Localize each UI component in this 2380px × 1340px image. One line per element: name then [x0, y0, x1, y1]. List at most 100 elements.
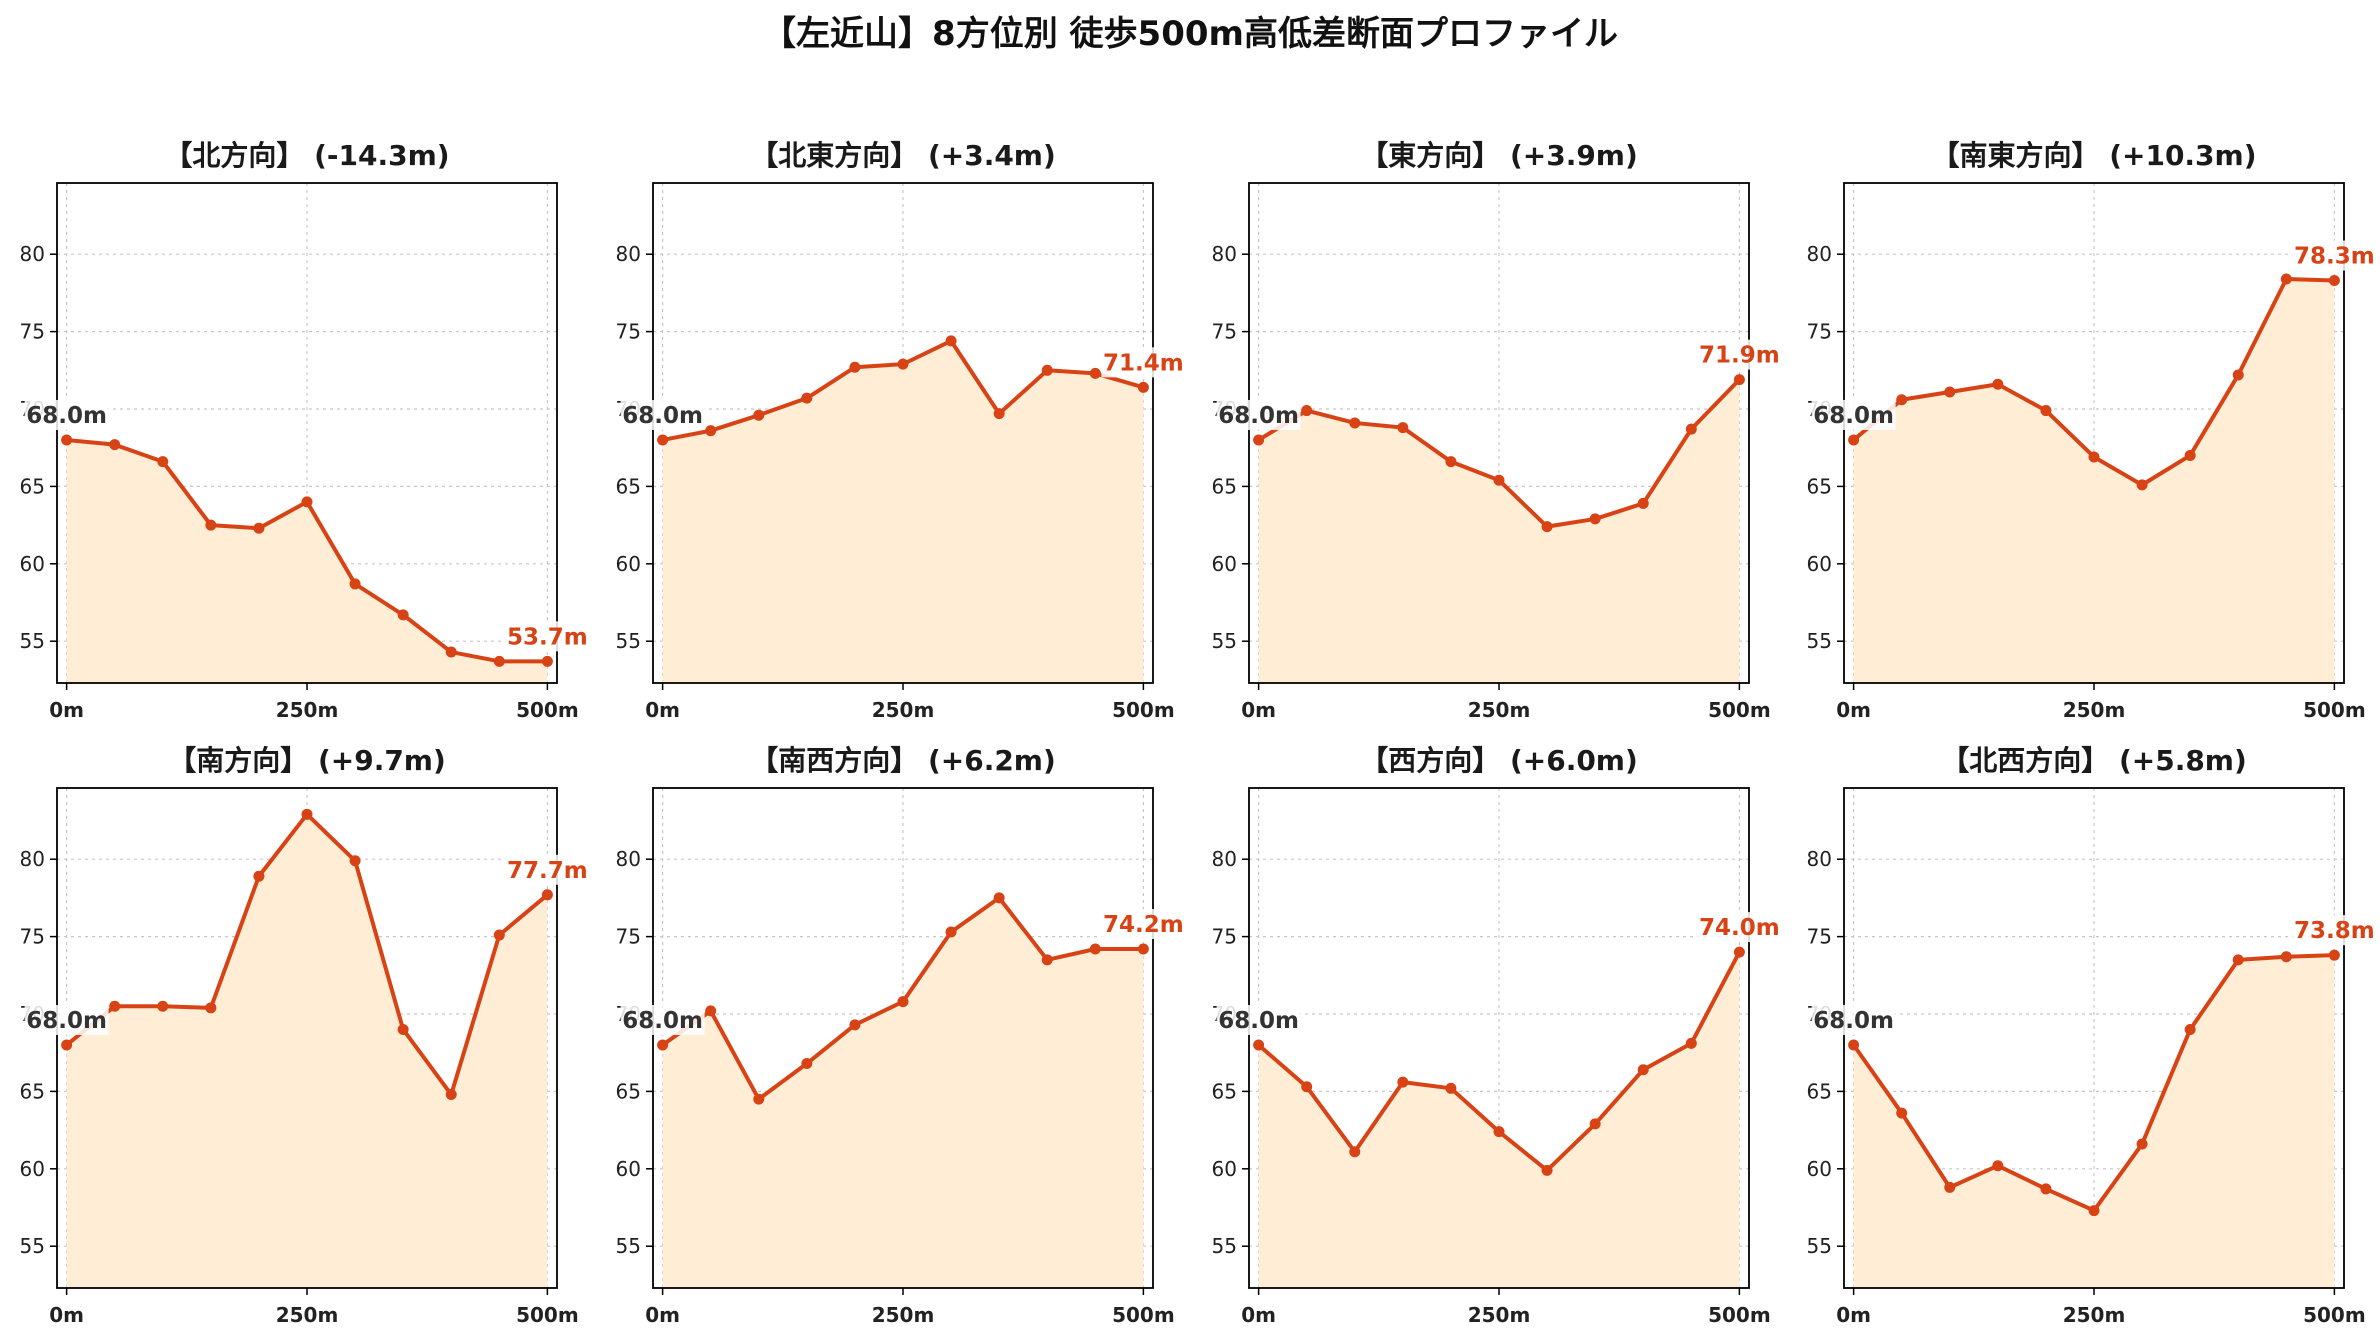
y-tick-label: 75: [20, 925, 45, 949]
y-tick-label: 80: [1807, 847, 1832, 871]
y-tick-label: 55: [1212, 1234, 1237, 1258]
data-point: [157, 1000, 169, 1012]
start-label: 68.0m: [622, 403, 703, 429]
x-tick-label: 250m: [1468, 1303, 1531, 1327]
data-point: [541, 889, 553, 901]
start-label: 68.0m: [1218, 403, 1299, 429]
y-tick-label: 65: [1212, 474, 1237, 498]
panel-west: 5560657075800m250m500m【西方向】 (+6.0m)68.0m…: [1212, 744, 1782, 1327]
data-point: [1493, 474, 1505, 486]
x-tick-label: 500m: [1708, 698, 1771, 722]
data-point: [849, 1019, 861, 1031]
start-label-bg: [1216, 399, 1301, 430]
data-point: [1589, 1118, 1601, 1130]
end-label: 71.9m: [1699, 343, 1780, 369]
data-point: [2040, 405, 2052, 417]
x-tick-label: 0m: [1241, 1303, 1276, 1327]
area-fill: [1853, 278, 2335, 683]
data-point: [493, 655, 505, 667]
panel-east: 5560657075800m250m500m【東方向】 (+3.9m)68.0m…: [1212, 139, 1782, 722]
data-point: [2136, 479, 2148, 491]
start-label-bg: [1216, 1004, 1301, 1035]
figure-title: 【左近山】8方位別 徒歩500m高低差断面プロファイル: [762, 14, 1618, 54]
data-point: [705, 1005, 717, 1017]
y-tick-label: 75: [1807, 320, 1832, 344]
data-point: [705, 425, 717, 437]
data-point: [1445, 1082, 1457, 1094]
area-fill: [1258, 952, 1740, 1288]
data-point: [1541, 1164, 1553, 1176]
start-label: 68.0m: [1813, 1008, 1894, 1034]
y-tick-label: 75: [616, 925, 641, 949]
panel-title: 【北東方向】 (+3.4m): [750, 139, 1056, 172]
data-point: [801, 1058, 813, 1070]
data-point: [493, 929, 505, 941]
data-point: [109, 1000, 121, 1012]
data-point: [801, 392, 813, 404]
data-point: [1089, 943, 1101, 955]
data-point: [897, 996, 909, 1008]
start-label-bg: [620, 1004, 705, 1035]
x-tick-label: 500m: [1112, 698, 1175, 722]
y-tick-label: 55: [1807, 629, 1832, 653]
data-point: [349, 578, 361, 590]
data-point: [2088, 1205, 2100, 1217]
data-point: [753, 409, 765, 421]
x-tick-label: 0m: [49, 1303, 84, 1327]
start-label: 68.0m: [1813, 403, 1894, 429]
y-tick-label: 80: [20, 847, 45, 871]
panel-northeast: 5560657075800m250m500m【北東方向】 (+3.4m)68.0…: [616, 139, 1186, 722]
panel-title: 【西方向】 (+6.0m): [1360, 744, 1638, 777]
y-tick-label: 75: [20, 320, 45, 344]
data-point: [2280, 951, 2292, 963]
y-tick-label: 60: [20, 1157, 45, 1181]
data-point: [897, 358, 909, 370]
data-point: [1685, 1037, 1697, 1049]
data-point: [1637, 497, 1649, 509]
data-point: [1349, 417, 1361, 429]
start-label-bg: [620, 399, 705, 430]
data-point: [2328, 949, 2340, 961]
y-tick-label: 60: [1807, 1157, 1832, 1181]
panel-north: 5560657075800m250m500m【北方向】 (-14.3m)68.0…: [20, 139, 590, 722]
y-tick-label: 65: [20, 1079, 45, 1103]
y-tick-label: 75: [1212, 925, 1237, 949]
y-tick-label: 60: [1212, 552, 1237, 576]
data-point: [61, 1039, 73, 1051]
start-label-bg: [24, 1004, 109, 1035]
data-point: [945, 335, 957, 347]
data-point: [1041, 364, 1053, 376]
y-tick-label: 55: [20, 1234, 45, 1258]
y-tick-label: 55: [1807, 1234, 1832, 1258]
panel-southeast: 5560657075800m250m500m【南東方向】 (+10.3m)68.…: [1807, 139, 2377, 722]
x-tick-label: 250m: [872, 698, 935, 722]
data-point: [1397, 1076, 1409, 1088]
panel-south: 5560657075800m250m500m【南方向】 (+9.7m)68.0m…: [20, 744, 590, 1327]
x-tick-label: 250m: [276, 1303, 339, 1327]
end-label-bg: [1697, 912, 1782, 943]
data-point: [1944, 1181, 1956, 1193]
y-tick-label: 60: [1212, 1157, 1237, 1181]
data-point: [2040, 1183, 2052, 1195]
start-label: 68.0m: [26, 403, 107, 429]
y-tick-label: 65: [1212, 1079, 1237, 1103]
data-point: [301, 496, 313, 508]
data-point: [945, 926, 957, 938]
area-fill: [1258, 379, 1740, 683]
y-tick-label: 80: [1212, 847, 1237, 871]
data-point: [753, 1093, 765, 1105]
data-point: [157, 456, 169, 468]
end-label: 74.0m: [1699, 915, 1780, 941]
y-tick-label: 65: [1807, 474, 1832, 498]
end-label-bg: [505, 854, 590, 885]
y-tick-label: 60: [616, 552, 641, 576]
end-label: 71.4m: [1103, 350, 1184, 376]
data-point: [1041, 954, 1053, 966]
data-point: [993, 408, 1005, 420]
data-point: [657, 1039, 669, 1051]
end-label: 78.3m: [2294, 244, 2375, 270]
end-label-bg: [1101, 347, 1186, 378]
y-tick-label: 80: [20, 242, 45, 266]
x-tick-label: 250m: [872, 1303, 935, 1327]
